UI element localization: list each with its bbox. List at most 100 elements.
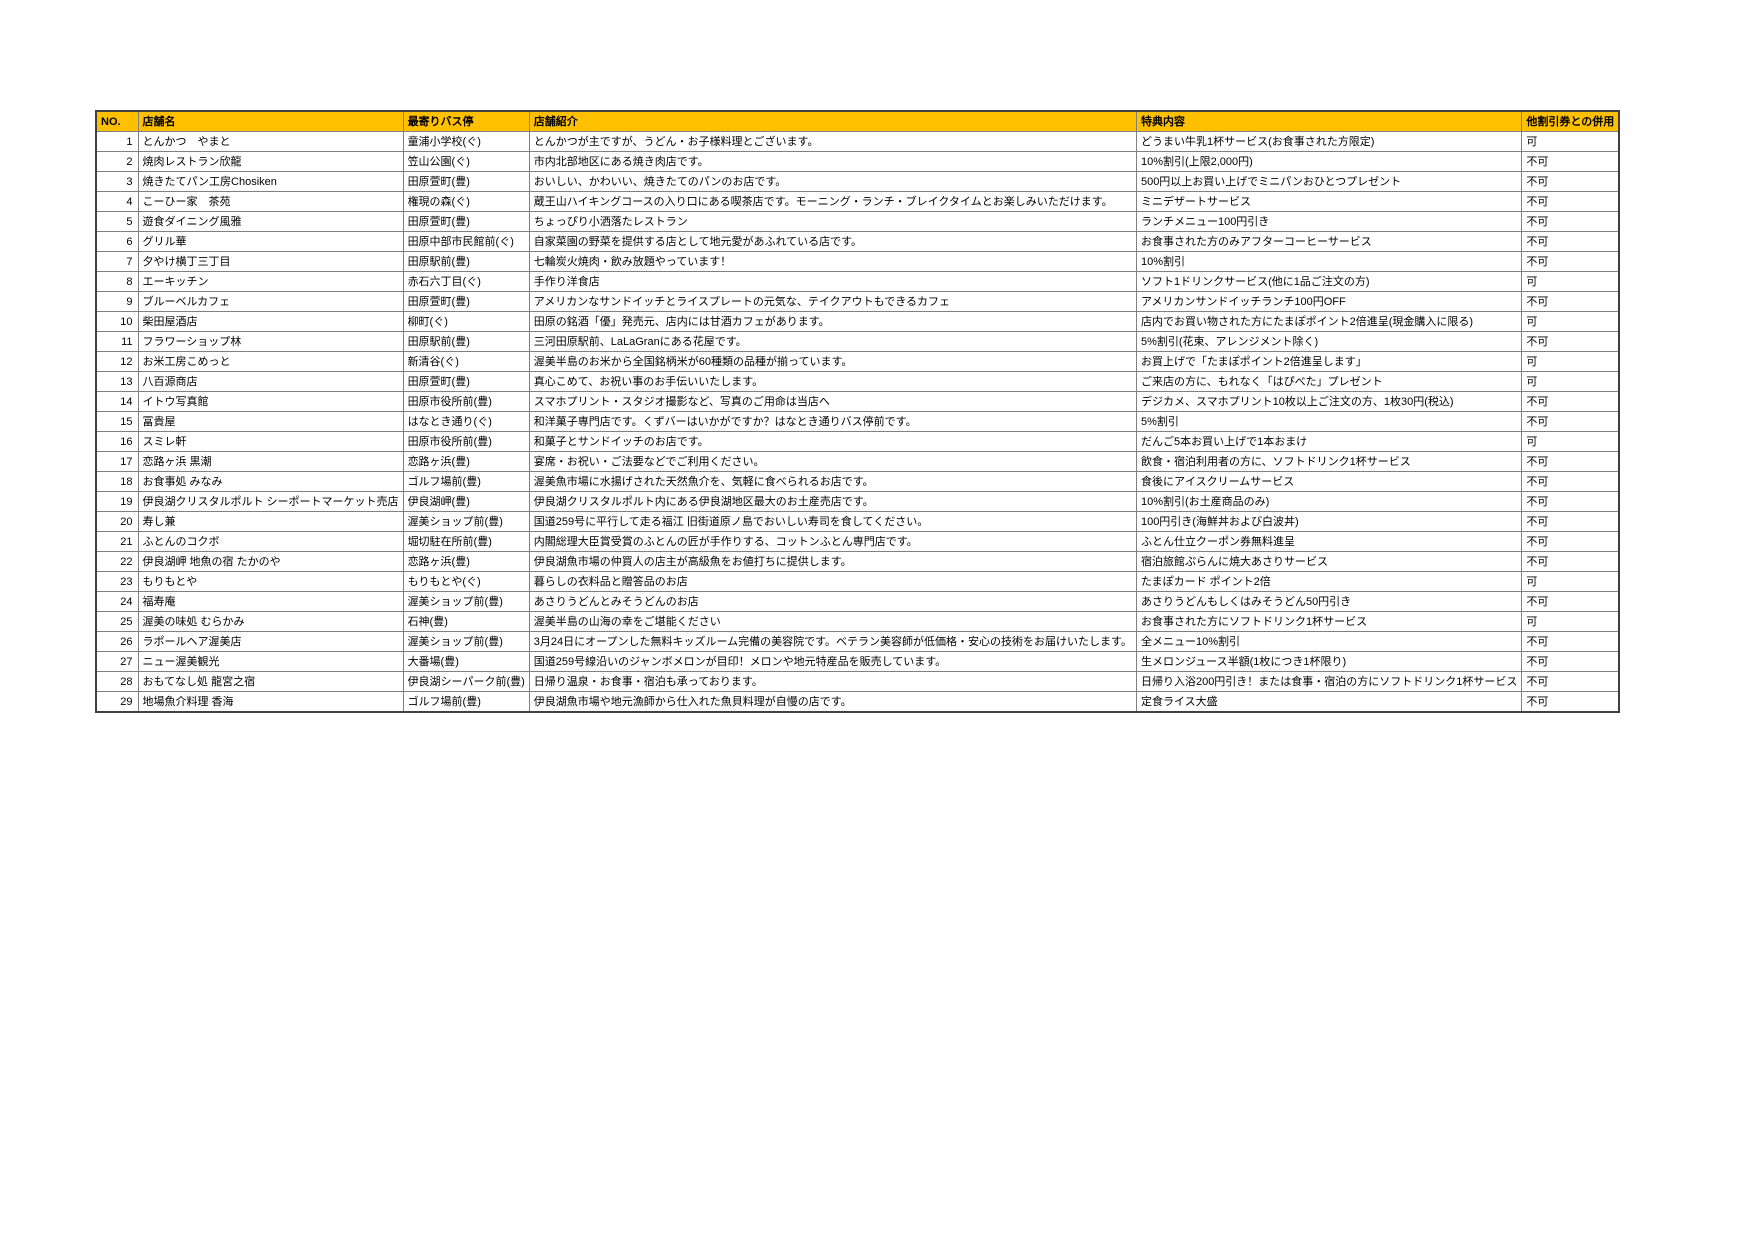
- cell-no: 18: [95, 471, 139, 492]
- cell-intro: 和菓子とサンドイッチのお店です。: [528, 431, 1137, 452]
- cell-benefit: 100円引き(海鮮丼および白波丼): [1135, 511, 1523, 532]
- cell-store-name: 福寿庵: [137, 591, 404, 612]
- cell-benefit: 食後にアイスクリームサービス: [1135, 471, 1523, 492]
- cell-no: 16: [95, 431, 139, 452]
- cell-no: 4: [95, 191, 139, 212]
- cell-no: 7: [95, 251, 139, 272]
- cell-store-name: 八百源商店: [137, 371, 404, 392]
- table-row: 28 おもてなし処 龍宮之宿 伊良湖シーパーク前(豊) 日帰り温泉・お食事・宿泊も承っ…: [95, 671, 1620, 692]
- cell-intro: 自家菜園の野菜を提供する店として地元愛があふれている店です。: [528, 231, 1137, 252]
- cell-store-name: お食事処 みなみ: [137, 471, 404, 492]
- cell-combinable: 不可: [1521, 211, 1620, 232]
- table-row: 12 お米工房こめっと 新清谷(ぐ) 渥美半島のお米から全国銘柄米が60種類の品種が揃…: [95, 351, 1620, 372]
- cell-combinable: 不可: [1521, 591, 1620, 612]
- cell-combinable: 不可: [1521, 671, 1620, 692]
- cell-no: 24: [95, 591, 139, 612]
- cell-no: 14: [95, 391, 139, 412]
- cell-bus-stop: 伊良湖シーパーク前(豊): [402, 671, 530, 692]
- cell-benefit: ランチメニュー100円引き: [1135, 211, 1523, 232]
- cell-bus-stop: 柳町(ぐ): [402, 311, 530, 332]
- cell-store-name: おもてなし処 龍宮之宿: [137, 671, 404, 692]
- cell-bus-stop: 堀切駐在所前(豊): [402, 531, 530, 552]
- cell-combinable: 不可: [1521, 411, 1620, 432]
- cell-bus-stop: 童浦小学校(ぐ): [402, 131, 530, 152]
- cell-combinable: 不可: [1521, 551, 1620, 572]
- cell-bus-stop: 笠山公園(ぐ): [402, 151, 530, 172]
- cell-intro: 伊良湖魚市場や地元漁師から仕入れた魚貝料理が自慢の店です。: [528, 691, 1137, 713]
- cell-store-name: グリル華: [137, 231, 404, 252]
- cell-combinable: 可: [1521, 571, 1620, 592]
- table-row: 9 ブルーベルカフェ 田原萱町(豊) アメリカンなサンドイッチとライスプレートの元気な…: [95, 291, 1620, 312]
- cell-intro: 田原の銘酒「優」発売元、店内には甘酒カフェがあります。: [528, 311, 1137, 332]
- cell-combinable: 不可: [1521, 451, 1620, 472]
- header-combinable: 他割引券との併用: [1521, 110, 1620, 132]
- cell-benefit: あさりうどんもしくはみそうどん50円引き: [1135, 591, 1523, 612]
- cell-no: 23: [95, 571, 139, 592]
- cell-store-name: 焼きたてパン工房Chosiken: [137, 171, 404, 192]
- cell-benefit: 10%割引: [1135, 251, 1523, 272]
- cell-store-name: 伊良湖クリスタルポルト シーポートマーケット売店: [137, 491, 404, 512]
- cell-bus-stop: 伊良湖岬(豊): [402, 491, 530, 512]
- cell-benefit: お食事された方のみアフターコーヒーサービス: [1135, 231, 1523, 252]
- header-intro: 店舗紹介: [528, 110, 1137, 132]
- cell-store-name: 渥美の味処 むらかみ: [137, 611, 404, 632]
- cell-combinable: 可: [1521, 611, 1620, 632]
- cell-no: 28: [95, 671, 139, 692]
- cell-combinable: 不可: [1521, 471, 1620, 492]
- table-row: 17 恋路ヶ浜 黒潮 恋路ヶ浜(豊) 宴席・お祝い・ご法要などでご利用ください。 飲食・…: [95, 451, 1620, 472]
- cell-intro: 伊良湖クリスタルポルト内にある伊良湖地区最大のお土産売店です。: [528, 491, 1137, 512]
- cell-bus-stop: 渥美ショップ前(豊): [402, 631, 530, 652]
- cell-bus-stop: ゴルフ場前(豊): [402, 691, 530, 713]
- cell-combinable: 不可: [1521, 231, 1620, 252]
- cell-intro: 暮らしの衣料品と贈答品のお店: [528, 571, 1137, 592]
- cell-intro: 日帰り温泉・お食事・宿泊も承っております。: [528, 671, 1137, 692]
- table-row: 21 ふとんのコクボ 堀切駐在所前(豊) 内閣総理大臣賞受賞のふとんの匠が手作りする、…: [95, 531, 1620, 552]
- cell-store-name: フラワーショップ林: [137, 331, 404, 352]
- cell-combinable: 不可: [1521, 171, 1620, 192]
- cell-combinable: 不可: [1521, 251, 1620, 272]
- cell-store-name: とんかつ やまと: [137, 131, 404, 152]
- cell-combinable: 可: [1521, 431, 1620, 452]
- table-row: 15 冨貴屋 はなとき通り(ぐ) 和洋菓子専門店です。くずバーはいかがですか？はなとき…: [95, 411, 1620, 432]
- table-row: 11 フラワーショップ林 田原駅前(豊) 三河田原駅前、LaLaGranにある花屋です…: [95, 331, 1620, 352]
- cell-bus-stop: 権現の森(ぐ): [402, 191, 530, 212]
- cell-combinable: 可: [1521, 371, 1620, 392]
- cell-benefit: ご来店の方に、もれなく「はぴべた」プレゼント: [1135, 371, 1523, 392]
- cell-bus-stop: 渥美ショップ前(豊): [402, 591, 530, 612]
- cell-bus-stop: 田原中部市民館前(ぐ): [402, 231, 530, 252]
- cell-store-name: 夕やけ横丁三丁目: [137, 251, 404, 272]
- cell-intro: 国道259号に平行して走る福江 旧街道原ノ島でおいしい寿司を食してください。: [528, 511, 1137, 532]
- table-row: 6 グリル華 田原中部市民館前(ぐ) 自家菜園の野菜を提供する店として地元愛があふれて…: [95, 231, 1620, 252]
- cell-intro: アメリカンなサンドイッチとライスプレートの元気な、テイクアウトもできるカフェ: [528, 291, 1137, 312]
- cell-benefit: たまぽカード ポイント2倍: [1135, 571, 1523, 592]
- cell-combinable: 可: [1521, 131, 1620, 152]
- cell-bus-stop: 新清谷(ぐ): [402, 351, 530, 372]
- cell-intro: スマホプリント・スタジオ撮影など、写真のご用命は当店へ: [528, 391, 1137, 412]
- table-row: 7 夕やけ横丁三丁目 田原駅前(豊) 七輪炭火焼肉・飲み放題やっています！ 10%割引不…: [95, 251, 1620, 272]
- cell-benefit: ミニデザートサービス: [1135, 191, 1523, 212]
- cell-intro: 渥美半島の山海の幸をご堪能ください: [528, 611, 1137, 632]
- cell-no: 25: [95, 611, 139, 632]
- cell-intro: ちょっぴり小洒落たレストラン: [528, 211, 1137, 232]
- cell-benefit: 店内でお買い物された方にたまぽポイント2倍進呈(現金購入に限る): [1135, 311, 1523, 332]
- cell-combinable: 不可: [1521, 151, 1620, 172]
- table-row: 5 遊食ダイニング風雅 田原萱町(豊) ちょっぴり小洒落たレストラン ランチメニュー10…: [95, 211, 1620, 232]
- cell-bus-stop: はなとき通り(ぐ): [402, 411, 530, 432]
- table-row: 20 寿し兼 渥美ショップ前(豊) 国道259号に平行して走る福江 旧街道原ノ島でおい…: [95, 511, 1620, 532]
- cell-bus-stop: 田原市役所前(豊): [402, 391, 530, 412]
- cell-store-name: 寿し兼: [137, 511, 404, 532]
- header-store-name: 店舗名: [137, 110, 404, 132]
- cell-intro: 七輪炭火焼肉・飲み放題やっています！: [528, 251, 1137, 272]
- cell-combinable: 不可: [1521, 511, 1620, 532]
- cell-combinable: 可: [1521, 351, 1620, 372]
- table-row: 4 こーひー家 茶苑 権現の森(ぐ) 蔵王山ハイキングコースの入り口にある喫茶店です。…: [95, 191, 1620, 212]
- cell-no: 10: [95, 311, 139, 332]
- cell-no: 1: [95, 131, 139, 152]
- cell-no: 11: [95, 331, 139, 352]
- cell-benefit: 10%割引(上限2,000円): [1135, 151, 1523, 172]
- table-row: 19 伊良湖クリスタルポルト シーポートマーケット売店 伊良湖岬(豊) 伊良湖クリスタ…: [95, 491, 1620, 512]
- cell-benefit: 500円以上お買い上げでミニパンおひとつプレゼント: [1135, 171, 1523, 192]
- cell-bus-stop: 恋路ヶ浜(豊): [402, 551, 530, 572]
- cell-combinable: 不可: [1521, 391, 1620, 412]
- cell-benefit: どうまい牛乳1杯サービス(お食事された方限定): [1135, 131, 1523, 152]
